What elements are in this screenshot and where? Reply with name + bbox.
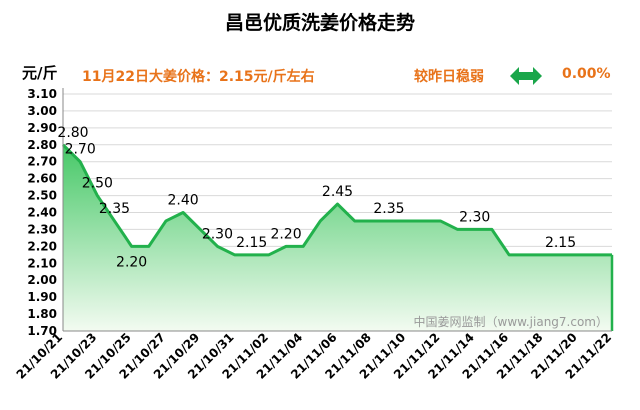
data-label: 2.30 bbox=[459, 209, 490, 225]
chart-title: 昌邑优质洗姜价格走势 bbox=[224, 12, 415, 34]
y-tick-label: 3.00 bbox=[27, 104, 57, 118]
data-label: 2.20 bbox=[116, 254, 147, 270]
data-label: 2.30 bbox=[202, 226, 233, 242]
price-note: 11月22日大姜价格：2.15元/斤左右 bbox=[82, 69, 315, 85]
data-labels: 2.802.702.502.352.202.402.302.152.202.45… bbox=[57, 125, 576, 271]
y-tick-label: 2.30 bbox=[27, 222, 57, 236]
compare-value: 0.00% bbox=[562, 66, 611, 82]
y-tick-label: 2.70 bbox=[27, 155, 57, 169]
area-layer bbox=[61, 143, 614, 331]
y-tick-label: 2.60 bbox=[27, 172, 57, 186]
y-tick-label: 2.00 bbox=[27, 273, 57, 287]
y-axis-unit: 元/斤 bbox=[22, 64, 58, 82]
data-label: 2.50 bbox=[82, 176, 113, 192]
data-label: 2.35 bbox=[99, 201, 130, 217]
y-tick-label: 1.70 bbox=[27, 324, 57, 338]
y-tick-label: 1.80 bbox=[27, 307, 57, 321]
data-label: 2.70 bbox=[65, 142, 96, 158]
series-area bbox=[63, 144, 612, 331]
y-tick-label: 2.20 bbox=[27, 239, 57, 253]
y-tick-label: 3.10 bbox=[27, 87, 57, 101]
data-label: 2.15 bbox=[236, 235, 267, 251]
y-tick-label: 1.90 bbox=[27, 290, 57, 304]
data-label: 2.80 bbox=[57, 125, 88, 141]
compare-label: 较昨日稳弱 bbox=[414, 69, 484, 85]
y-tick-label: 2.50 bbox=[27, 189, 57, 203]
data-label: 2.45 bbox=[322, 184, 353, 200]
data-label: 2.20 bbox=[270, 226, 301, 242]
y-tick-label: 2.10 bbox=[27, 256, 57, 270]
data-label: 2.35 bbox=[373, 201, 404, 217]
y-tick-label: 2.90 bbox=[27, 121, 57, 135]
data-label: 2.40 bbox=[168, 193, 199, 209]
y-tick-label: 2.40 bbox=[27, 206, 57, 220]
double-arrow-icon bbox=[510, 67, 542, 85]
y-tick-label: 2.80 bbox=[27, 138, 57, 152]
series-line bbox=[61, 143, 612, 257]
watermark: 中国姜网监制（www.jiang7.com） bbox=[414, 314, 608, 329]
data-label: 2.15 bbox=[545, 235, 576, 251]
